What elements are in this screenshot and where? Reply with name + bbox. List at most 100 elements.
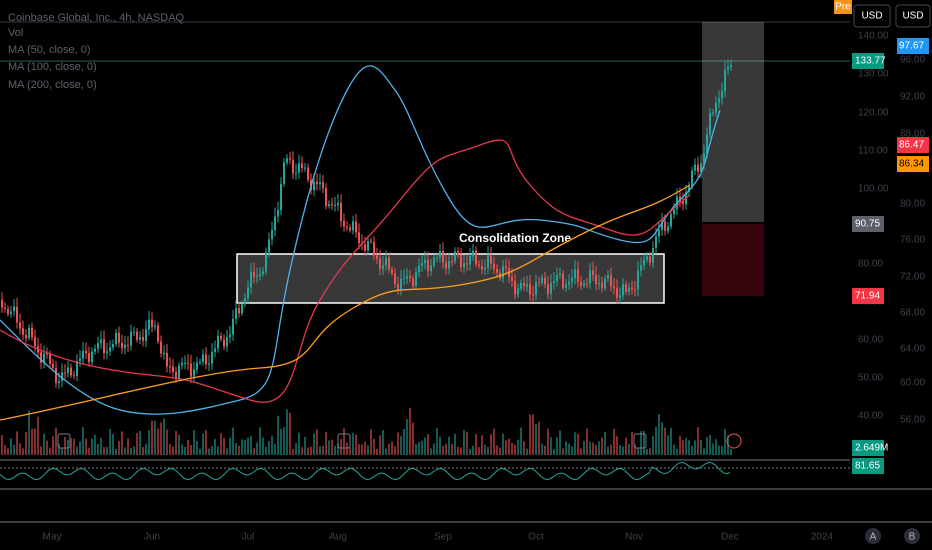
stop-zone	[702, 224, 764, 296]
candle	[61, 372, 63, 381]
volume-bar	[568, 443, 570, 455]
volume-bar	[361, 444, 363, 455]
candle	[223, 339, 225, 347]
price-tag	[852, 216, 884, 232]
candle	[169, 366, 171, 368]
candle	[544, 277, 546, 285]
candle	[493, 263, 495, 270]
volume-bar	[307, 447, 309, 455]
session-label[interactable]: Pre	[835, 2, 851, 13]
volume-bar	[559, 430, 561, 455]
price-label: 80.00	[900, 199, 925, 210]
candle	[706, 134, 708, 154]
volume-bar	[169, 444, 171, 455]
ma-50	[0, 65, 721, 415]
candle	[313, 181, 315, 191]
candle	[430, 265, 432, 272]
volume-bar	[349, 447, 351, 455]
session-button[interactable]	[834, 0, 852, 14]
scale-label[interactable]: A	[870, 532, 877, 543]
indicator: MA (200, close, 0)	[8, 79, 97, 91]
volume-bar	[481, 435, 483, 455]
volume-bar	[424, 437, 426, 455]
volume-bar	[712, 443, 714, 455]
volume-bar	[139, 430, 141, 455]
earnings-icon	[633, 433, 647, 449]
candle	[157, 325, 159, 342]
currency-label[interactable]: USD	[902, 11, 923, 22]
candle	[211, 352, 213, 364]
candle	[322, 182, 324, 189]
volume-bar	[130, 447, 132, 455]
candle	[127, 344, 129, 346]
volume-bar	[502, 433, 504, 455]
volume-bar	[514, 444, 516, 455]
candle	[241, 304, 243, 314]
volume-bar	[610, 444, 612, 455]
candle	[679, 196, 681, 202]
volume-bar	[235, 443, 237, 455]
indicator: MA (100, close, 0)	[8, 61, 97, 73]
candle	[568, 281, 570, 285]
currency-button[interactable]	[895, 4, 931, 28]
candle	[523, 283, 525, 287]
rsi-line	[0, 461, 731, 481]
volume-bar	[334, 445, 336, 455]
scale-button[interactable]	[904, 528, 920, 544]
volume-bar	[409, 407, 411, 455]
price-label: 140.00	[858, 31, 889, 42]
volume-bar	[184, 447, 186, 455]
candle	[703, 153, 705, 164]
volume-bar	[385, 448, 387, 455]
currency-label[interactable]: USD	[861, 11, 882, 22]
scale-button[interactable]	[865, 528, 881, 544]
candle	[97, 343, 99, 349]
candle	[412, 278, 414, 286]
volume-bar	[679, 435, 681, 455]
volume-pane	[1, 407, 732, 455]
candle	[295, 172, 297, 174]
candle	[331, 204, 333, 206]
volume-bar	[676, 448, 678, 455]
volume-bar	[577, 433, 579, 455]
candle	[199, 361, 201, 363]
volume-bar	[310, 446, 312, 455]
volume-bar	[115, 448, 117, 455]
volume-bar	[268, 441, 270, 455]
volume-bar	[79, 441, 81, 455]
time-label: Sep	[434, 532, 452, 543]
volume-bar	[88, 447, 90, 455]
volume-bar	[586, 428, 588, 455]
volume-bar	[583, 440, 585, 455]
scale-label[interactable]: B	[909, 532, 916, 543]
candle	[247, 287, 249, 299]
volume-bar	[340, 439, 342, 455]
volume-bar	[124, 447, 126, 455]
candle	[43, 353, 45, 363]
candle	[577, 269, 579, 282]
candle	[370, 240, 372, 242]
candle	[355, 221, 357, 233]
candle	[616, 288, 618, 298]
candle	[634, 289, 636, 291]
volume-bar	[34, 428, 36, 455]
candle	[175, 371, 177, 380]
volume-bar	[427, 434, 429, 455]
price-label: 130.00	[858, 69, 889, 80]
candle	[58, 380, 60, 384]
volume-bar	[196, 440, 198, 455]
volume-bar	[547, 428, 549, 455]
volume-bar	[721, 446, 723, 455]
currency-button[interactable]	[853, 4, 891, 28]
candle	[628, 287, 630, 293]
volume-bar	[484, 444, 486, 455]
price-label: 110.00	[858, 146, 888, 157]
volume-bar	[637, 447, 639, 455]
candle	[352, 221, 354, 231]
volume-bar	[319, 446, 321, 455]
price-label: 80.00	[858, 259, 883, 270]
time-label: Nov	[625, 532, 643, 543]
candle	[472, 250, 474, 257]
candle	[190, 363, 192, 377]
volume-bar	[166, 429, 168, 455]
